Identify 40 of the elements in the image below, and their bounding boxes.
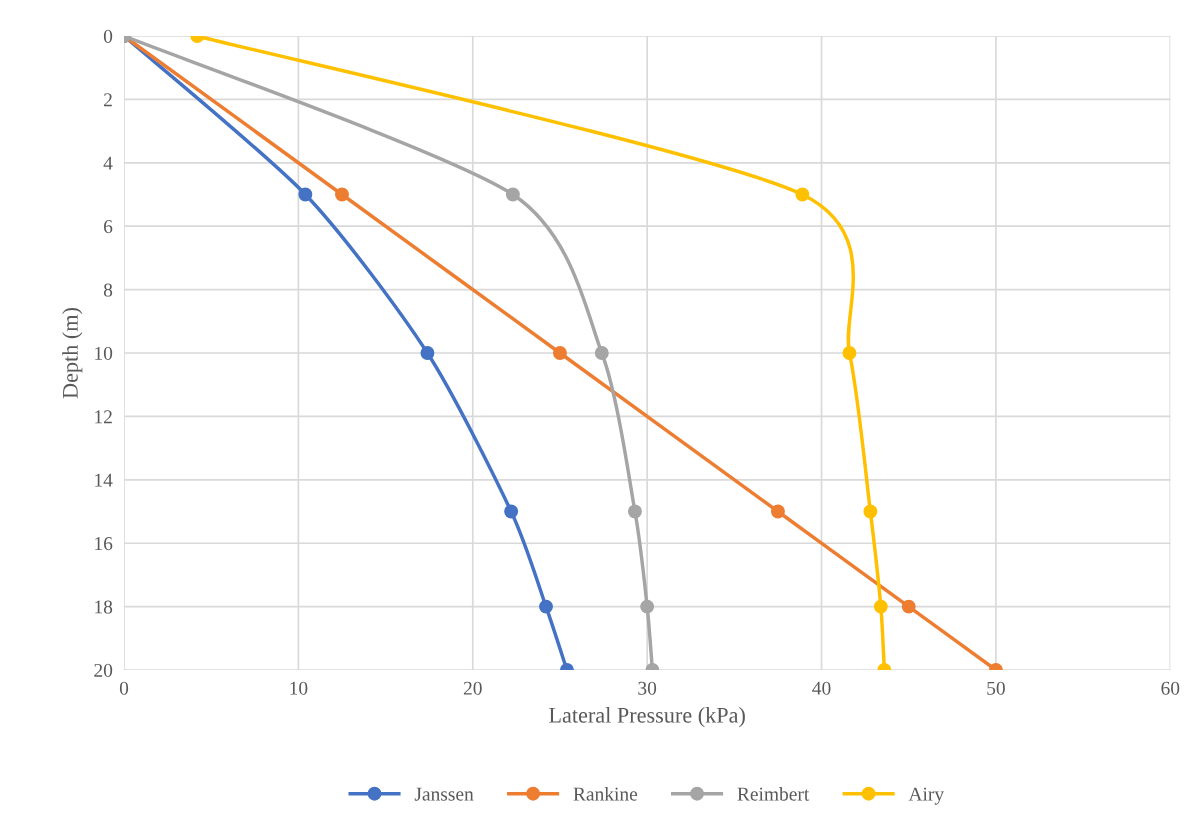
y-tick-label: 4 xyxy=(103,156,113,170)
point xyxy=(420,346,435,360)
x-axis-title: Lateral Pressure (kPa) xyxy=(549,707,745,728)
legend-label: Janssen xyxy=(414,787,474,801)
point xyxy=(594,346,609,360)
y-tick-label: 14 xyxy=(95,473,113,487)
x-tick-label: 20 xyxy=(463,681,482,695)
legend-label: Reimbert xyxy=(737,787,810,801)
y-tick-label: 20 xyxy=(94,663,113,677)
x-tick-label: 30 xyxy=(638,681,657,695)
point xyxy=(335,187,349,202)
y-tick-label: 18 xyxy=(95,600,113,614)
y-tick-label: 8 xyxy=(103,283,113,297)
point xyxy=(873,599,888,614)
point xyxy=(627,504,642,519)
point xyxy=(298,187,313,202)
y-tick-label: 12 xyxy=(95,410,112,424)
point xyxy=(539,599,553,614)
point xyxy=(505,187,520,202)
x-tick-label: 0 xyxy=(119,681,129,695)
y-tick-label: 0 xyxy=(103,29,113,43)
point xyxy=(842,346,857,360)
point xyxy=(640,599,655,614)
y-tick-label: 2 xyxy=(104,93,112,107)
y-tick-label: 6 xyxy=(104,220,113,234)
x-tick-label: 60 xyxy=(1161,681,1180,695)
y-tick-label: 10 xyxy=(95,346,113,360)
x-tick-label: 50 xyxy=(987,681,1005,695)
point xyxy=(553,346,567,360)
legend-label: Rankine xyxy=(573,787,638,801)
x-tick-label: 40 xyxy=(812,681,831,695)
point xyxy=(504,504,519,519)
legend-label: Airy xyxy=(908,787,945,805)
point xyxy=(863,504,878,519)
x-tick-label: 10 xyxy=(290,681,308,695)
point xyxy=(795,187,810,202)
y-tick-label: 16 xyxy=(95,537,113,551)
point xyxy=(901,599,916,614)
y-axis-title: Depth (m) xyxy=(62,308,83,399)
point xyxy=(770,504,785,519)
